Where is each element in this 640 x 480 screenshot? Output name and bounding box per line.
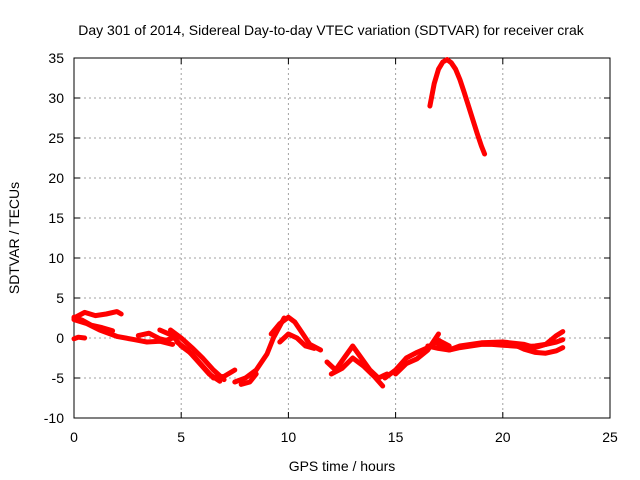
plot-frame — [73, 57, 611, 419]
y-tick-label: 5 — [56, 290, 64, 306]
series-line-sat-o — [382, 337, 452, 381]
y-tick-label: 10 — [48, 250, 64, 266]
x-tick-label: 15 — [388, 429, 404, 445]
y-tick-label: 15 — [48, 210, 64, 226]
series-line-sat-n — [328, 355, 386, 389]
chart-title: Day 301 of 2014, Sidereal Day-to-day VTE… — [78, 22, 584, 38]
x-tick-label: 20 — [495, 429, 511, 445]
x-axis-label: GPS time / hours — [289, 458, 396, 474]
y-tick-label: -5 — [52, 370, 65, 386]
axis-ticks: 0 5 10 15 20 25 -10 -5 0 5 10 15 20 25 30 35 — [44, 50, 618, 445]
series-line-sat-s — [511, 341, 566, 356]
y-tick-label: 25 — [48, 130, 64, 146]
series-line-sat-d — [71, 334, 88, 342]
series-line-sat-l — [277, 331, 317, 351]
y-axis-label: SDTVAR / TECUs — [6, 182, 22, 294]
grid-lines — [74, 58, 610, 418]
x-tick-label: 10 — [281, 429, 297, 445]
series-line-sat-h — [174, 339, 223, 384]
x-tick-label: 5 — [177, 429, 185, 445]
series-line-sat-a — [71, 309, 124, 321]
series-line-sat-c — [71, 314, 116, 334]
series-line-sat-t — [427, 57, 488, 157]
y-tick-label: -10 — [44, 410, 64, 426]
series-line-sat-k — [268, 314, 324, 353]
series-line-sat-e — [135, 330, 176, 343]
series-line-sat-j — [238, 371, 259, 387]
y-tick-label: 35 — [48, 50, 64, 66]
y-tick-label: 0 — [56, 330, 64, 346]
x-tick-label: 0 — [70, 429, 78, 445]
x-tick-label: 25 — [602, 429, 618, 445]
data-series — [71, 57, 566, 389]
series-line-sat-g — [168, 327, 227, 383]
y-tick-label: 20 — [48, 170, 64, 186]
y-tick-label: 30 — [48, 90, 64, 106]
